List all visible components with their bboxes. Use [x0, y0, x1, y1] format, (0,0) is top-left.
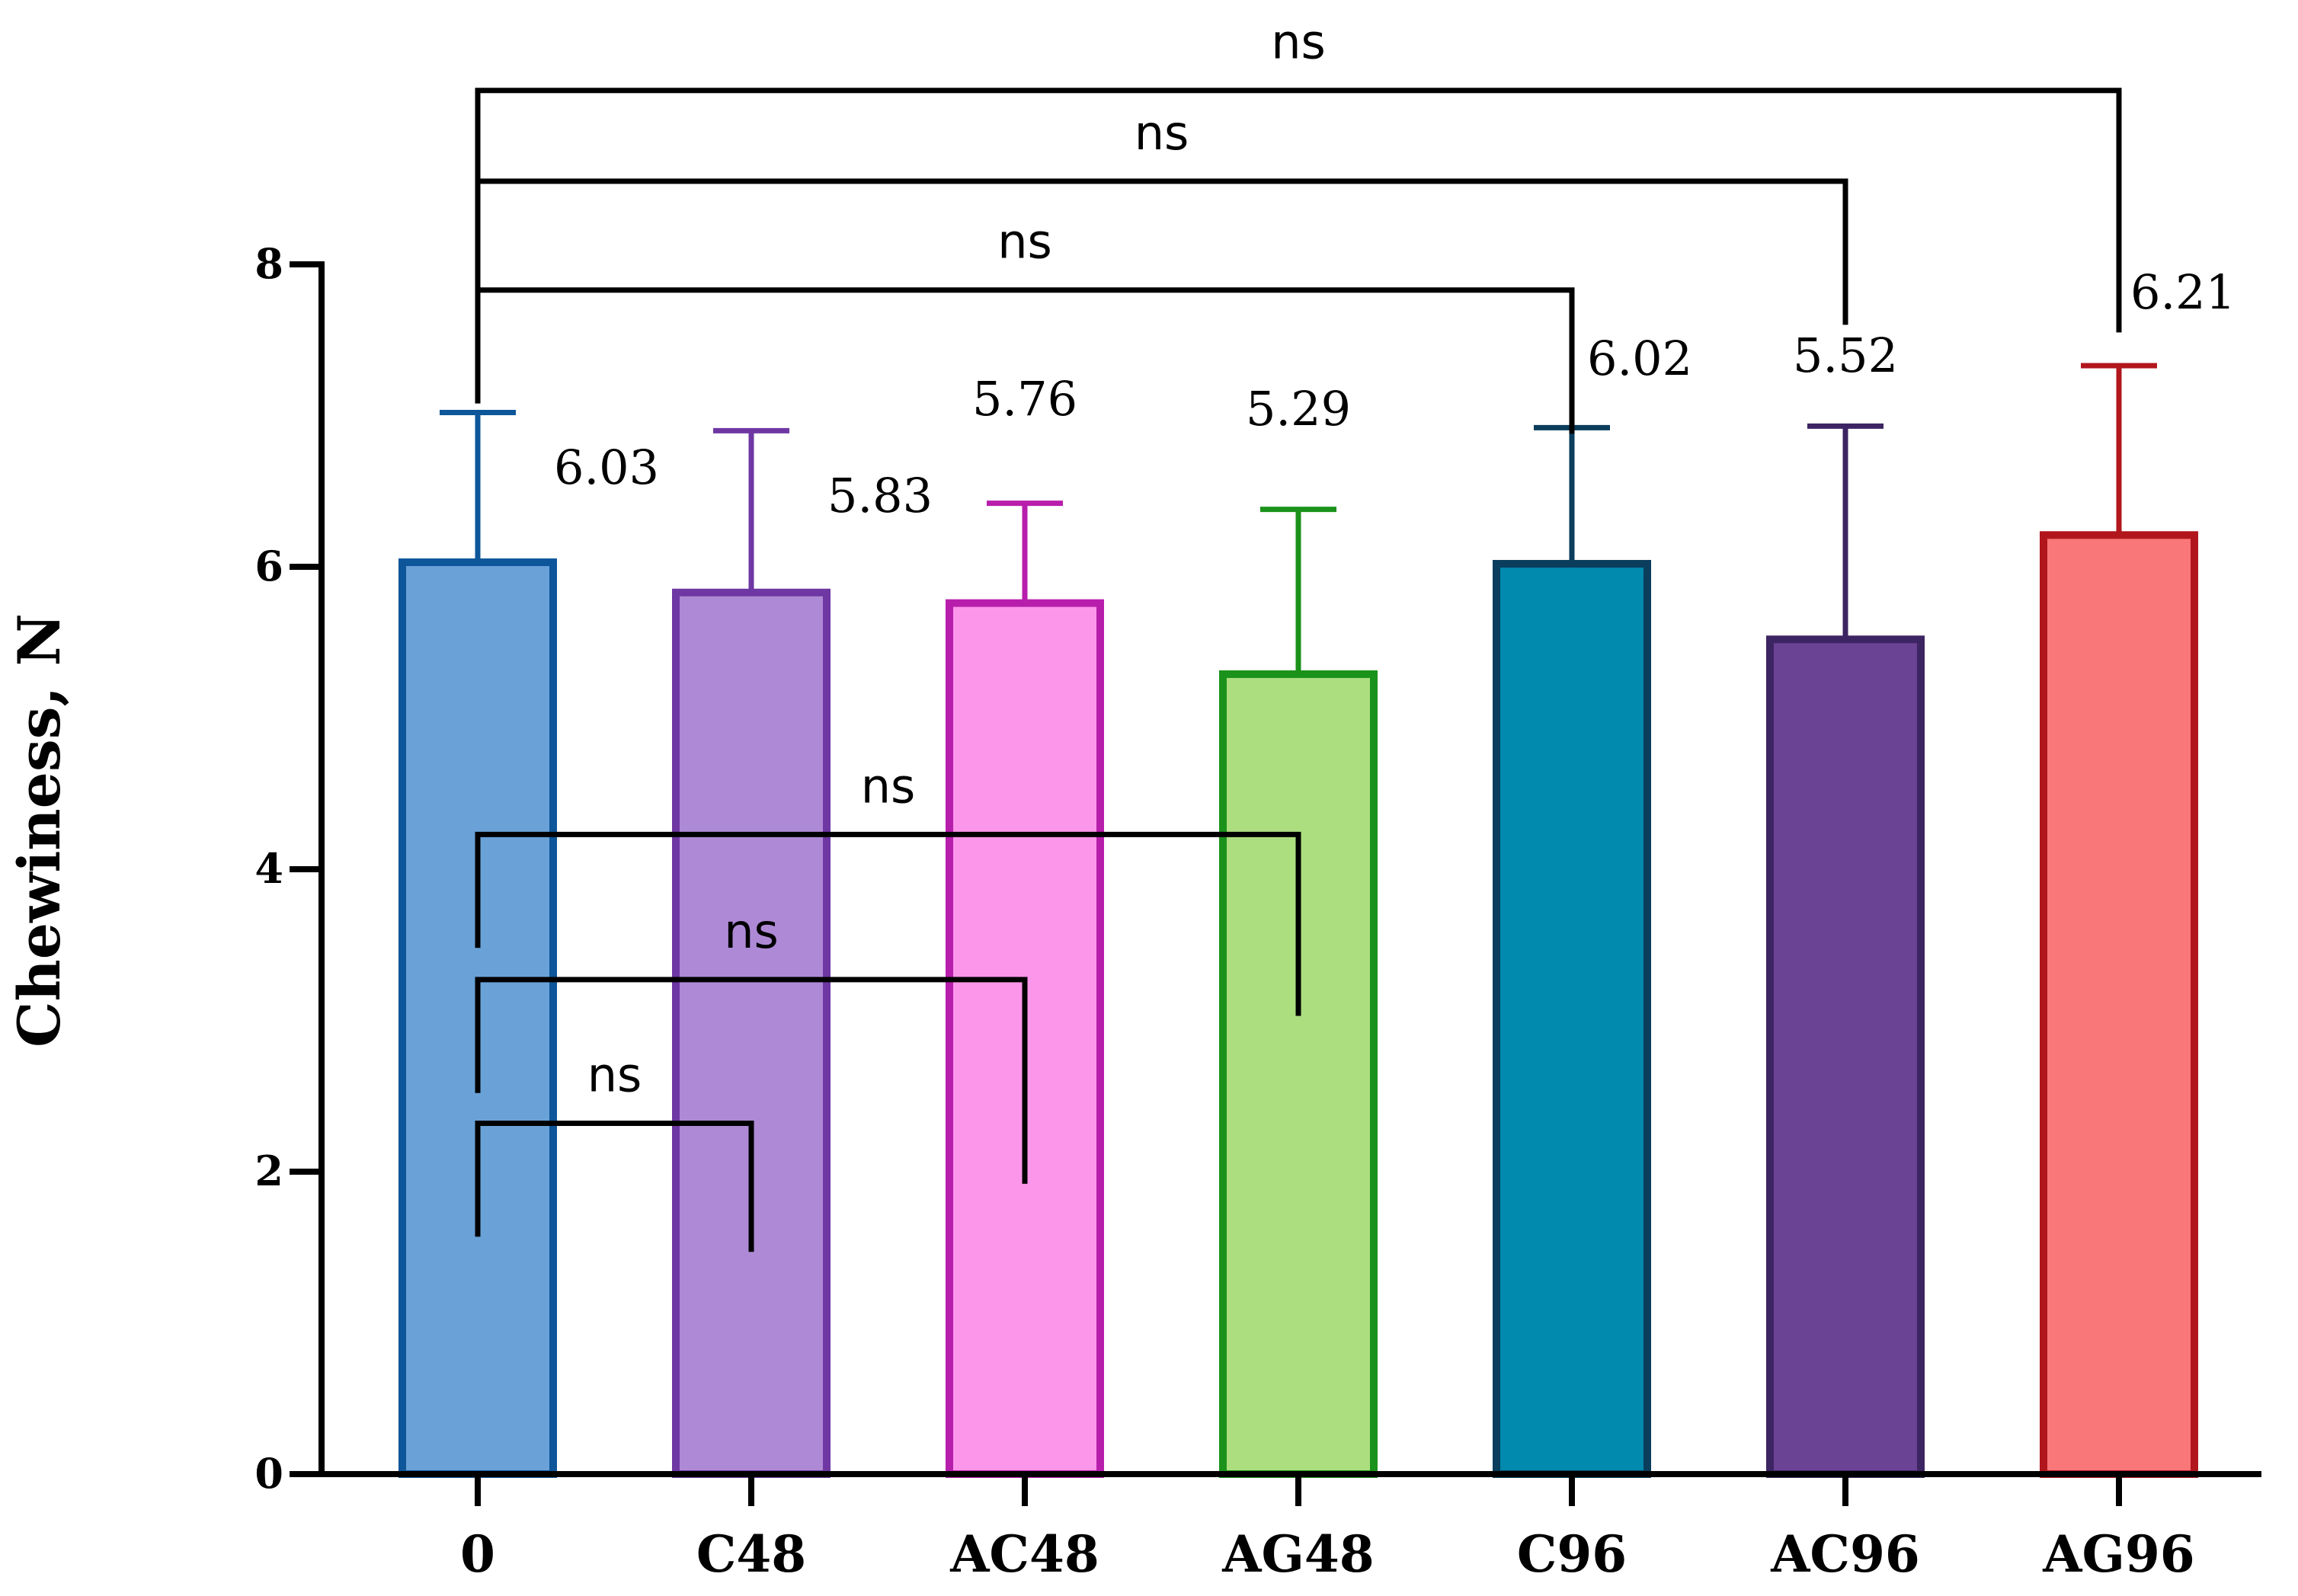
significance-bracket-0-c96: [475, 287, 1575, 434]
y-tick-label: 0: [254, 1449, 283, 1498]
significance-bracket-0-c48: [475, 1120, 754, 1252]
bar-ac96: [1766, 635, 1925, 1478]
x-tick-label-c48: C48: [696, 1524, 806, 1584]
bar-ag48: [1219, 670, 1378, 1478]
significance-label: ns: [1271, 14, 1326, 70]
x-tick-label-0: 0: [460, 1524, 495, 1584]
significance-brackets-layer: ns ns ns ns ns ns: [475, 14, 2122, 1252]
y-tick-label: 4: [254, 844, 283, 893]
x-tick-label-ac96: AC96: [1770, 1524, 1920, 1584]
value-labels-layer: 6.03 5.83 5.76 5.29 6.02 5.52 6.21: [554, 264, 2236, 523]
value-label-ac48: 5.76: [972, 371, 1077, 427]
significance-label: ns: [724, 904, 779, 959]
significance-bracket-0-ac48: [475, 977, 1028, 1184]
x-tick-label-ag48: AG48: [1221, 1524, 1374, 1584]
value-label-ac96: 5.52: [1793, 328, 1898, 383]
value-label-c96: 6.02: [1587, 331, 1692, 386]
value-label-ag96: 6.21: [2130, 264, 2236, 320]
significance-label: ns: [1135, 105, 1189, 161]
significance-bracket-0-ag48: [475, 831, 1301, 1016]
y-tick-label: 2: [254, 1147, 283, 1195]
bar-c48: [672, 588, 831, 1478]
error-bars-layer: [440, 363, 2157, 674]
bar-ag96: [2040, 531, 2198, 1479]
y-tick-label: 8: [254, 239, 283, 288]
ticks-layer: 0 2 4 6 8 0 C48 AC48 AG48 C96 AC96 AG96: [254, 239, 2194, 1584]
x-tick-label-c96: C96: [1517, 1524, 1627, 1584]
y-axis-title: Chewiness, N: [5, 613, 73, 1047]
significance-label: ns: [861, 758, 916, 814]
x-tick-label-ag96: AG96: [2042, 1524, 2194, 1584]
y-tick-label: 6: [254, 542, 283, 590]
significance-bracket-0-ag96: [475, 88, 2122, 333]
bar-c96: [1493, 560, 1651, 1478]
value-label-ag48: 5.29: [1246, 381, 1351, 437]
significance-label: ns: [997, 214, 1052, 270]
value-label-0: 6.03: [554, 440, 659, 495]
significance-bracket-0-ac96: [475, 178, 1848, 325]
value-label-c48: 5.83: [827, 468, 933, 523]
x-tick-label-ac48: AC48: [949, 1524, 1099, 1584]
significance-label: ns: [587, 1047, 642, 1102]
